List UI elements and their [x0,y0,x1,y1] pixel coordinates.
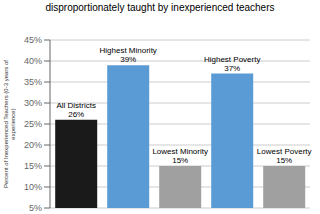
svg-text:Lowest Minority15%: Lowest Minority15% [152,147,208,165]
svg-text:All Districts26%: All Districts26% [56,101,96,119]
html-text:disproportionately taught by i: disproportionately taught by inexperienc… [45,2,275,13]
svg-text:35%: 35% [24,77,42,87]
svg-text:20%: 20% [24,140,42,150]
svg-text:Highest Minority39%: Highest Minority39% [100,46,157,64]
svg-text:40%: 40% [24,56,42,66]
svg-text:25%: 25% [24,119,42,129]
svg-text:45%: 45% [24,35,42,45]
html-text:Percent of Inexperienced Teach: Percent of Inexperienced Teachers (0-3 y… [3,60,16,188]
svg-text:5%: 5% [29,203,42,212]
svg-text:15%: 15% [24,161,42,171]
svg-text:10%: 10% [24,182,42,192]
svg-text:Lowest Poverty15%: Lowest Poverty15% [257,147,312,165]
svg-text:Highest Poverty37%: Highest Poverty37% [204,55,260,73]
svg-text:30%: 30% [24,98,42,108]
